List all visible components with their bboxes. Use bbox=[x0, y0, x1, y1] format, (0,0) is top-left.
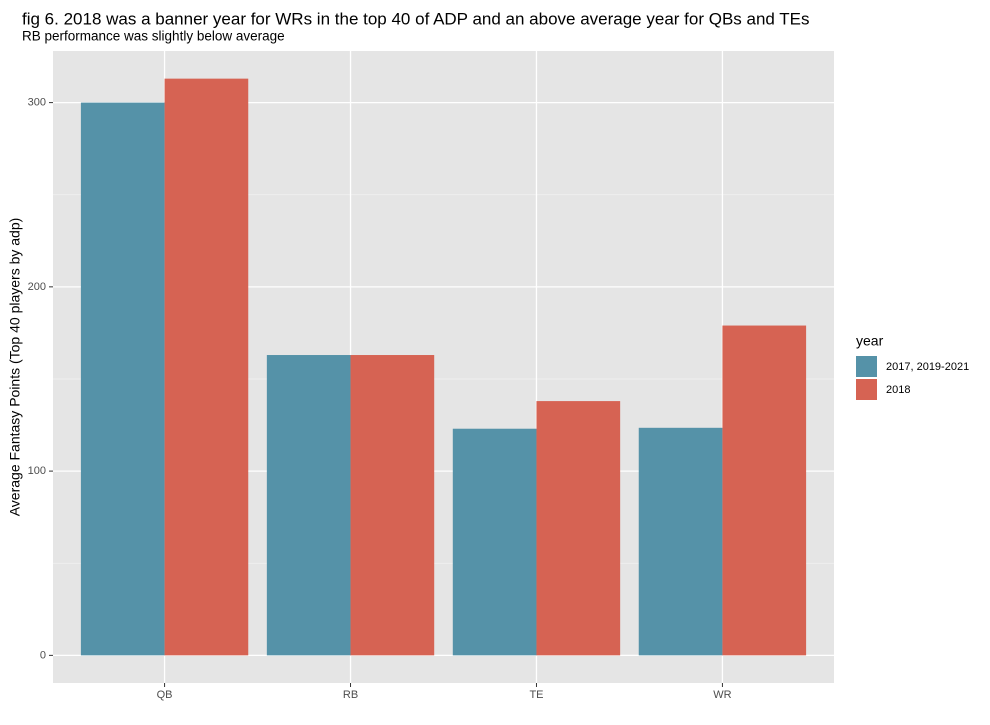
y-axis-title: Average Fantasy Points (Top 40 players b… bbox=[7, 218, 23, 517]
bar-wr-series-2 bbox=[722, 325, 807, 656]
y-tick-label: 200 bbox=[28, 281, 46, 293]
bar-rb-series-1 bbox=[266, 355, 351, 656]
y-tick-label: 100 bbox=[28, 465, 46, 477]
bar-qb-series-1 bbox=[80, 102, 165, 656]
legend-key bbox=[856, 356, 877, 377]
bar-wr-series-1 bbox=[638, 427, 723, 656]
y-tick-label: 300 bbox=[28, 96, 46, 108]
x-tick-label: WR bbox=[713, 689, 731, 701]
x-tick-label: TE bbox=[529, 689, 543, 701]
legend-label: 2018 bbox=[886, 384, 910, 396]
chart-subtitle: RB performance was slightly below averag… bbox=[22, 29, 285, 44]
legend-key bbox=[856, 379, 877, 400]
x-tick-label: RB bbox=[343, 689, 358, 701]
bar-rb-series-2 bbox=[350, 355, 435, 656]
y-tick-label: 0 bbox=[40, 649, 46, 661]
bars bbox=[80, 78, 807, 656]
bar-te-series-1 bbox=[452, 428, 537, 656]
legend: year 2017, 2019-2021 2018 bbox=[856, 333, 969, 400]
legend-title: year bbox=[856, 333, 884, 349]
legend-label: 2017, 2019-2021 bbox=[886, 361, 969, 373]
x-axis: QB RB TE WR bbox=[157, 683, 732, 701]
y-axis: 0 100 200 300 bbox=[28, 96, 53, 661]
bar-te-series-2 bbox=[536, 401, 621, 656]
x-tick-label: QB bbox=[157, 689, 173, 701]
chart-title: fig 6. 2018 was a banner year for WRs in… bbox=[22, 9, 810, 28]
bar-qb-series-2 bbox=[164, 78, 249, 656]
